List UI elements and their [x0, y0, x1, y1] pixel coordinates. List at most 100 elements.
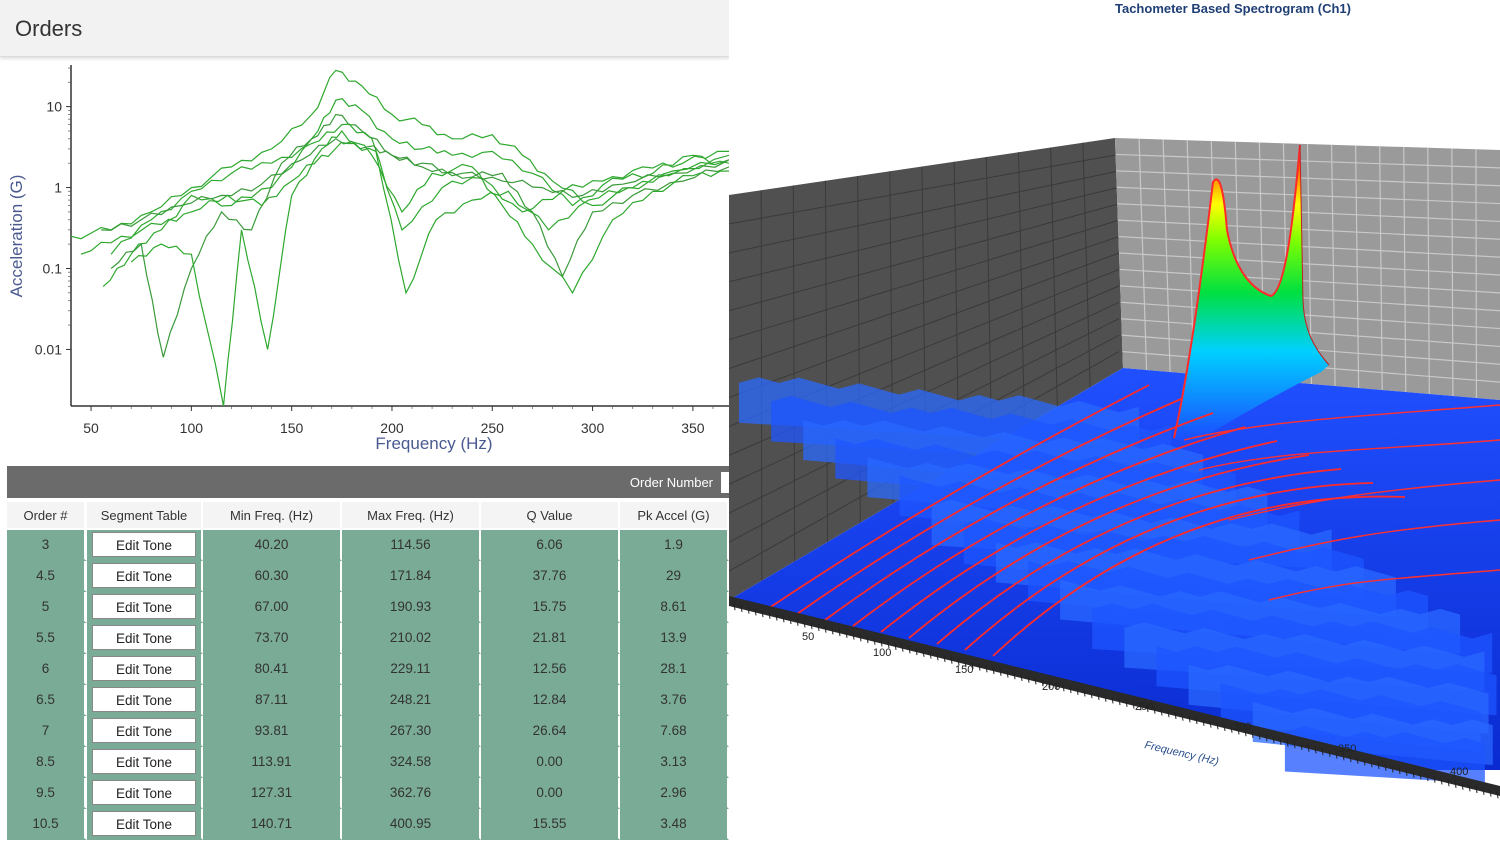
axis-tick [929, 651, 932, 659]
table-row[interactable]: 5 Edit Tone 67.00 190.93 15.75 8.61 [7, 592, 729, 623]
axis-tick [775, 613, 778, 621]
wall-grid-line [1120, 285, 1500, 312]
axis-tick [915, 648, 918, 656]
axis-tick [1496, 791, 1499, 799]
cell-order: 5.5 [7, 623, 87, 654]
cell-pk-accel: 3.13 [620, 747, 729, 778]
cell-min-freq: 73.70 [203, 623, 342, 654]
axis-tick [1300, 742, 1303, 751]
axis-tick [1202, 718, 1205, 726]
col-max-freq-header[interactable]: Max Freq. (Hz) [342, 502, 481, 530]
axis-tick [1244, 729, 1247, 737]
wall-grid-line [1118, 252, 1500, 276]
wall-grid-line [729, 153, 1120, 225]
order-series-line [80, 141, 729, 295]
cell-segment-table: Edit Tone [87, 747, 203, 778]
axis-tick [1146, 704, 1149, 713]
axis-tick [1237, 727, 1240, 735]
edit-tone-button[interactable]: Edit Tone [92, 532, 196, 557]
axis-tick [908, 646, 911, 654]
axis-tick [810, 622, 813, 630]
cell-pk-accel: 28.1 [620, 654, 729, 685]
cell-order: 4.5 [7, 561, 87, 592]
col-pk-accel-header[interactable]: Pk Accel (G) [620, 502, 729, 530]
axis-tick [887, 641, 890, 649]
axis-tick [1090, 691, 1093, 699]
axis-tick [782, 615, 785, 623]
orders-table: Order # Segment Table Min Freq. (Hz) Max… [7, 502, 729, 840]
axis-tick [1034, 677, 1037, 685]
axis-tick [1482, 787, 1485, 795]
table-row[interactable]: 8.5 Edit Tone 113.91 324.58 0.00 3.13 [7, 747, 729, 778]
table-row[interactable]: 7 Edit Tone 93.81 267.30 26.64 7.68 [7, 716, 729, 747]
axis-tick [901, 644, 904, 652]
axis-tick [866, 635, 869, 644]
spectrogram-peak [1174, 145, 1329, 440]
edit-tone-button[interactable]: Edit Tone [92, 625, 196, 650]
axis-tick [1426, 773, 1429, 782]
table-row[interactable]: 10.5 Edit Tone 140.71 400.95 15.55 3.48 [7, 809, 729, 840]
col-order-header[interactable]: Order # [7, 502, 87, 530]
wall-grid-line [729, 170, 1120, 254]
axis-tick [789, 616, 792, 625]
axis-tick [761, 610, 764, 618]
col-q-value-header[interactable]: Q Value [481, 502, 620, 530]
order-series-line [102, 98, 729, 287]
cell-pk-accel: 1.9 [620, 530, 729, 561]
cell-max-freq: 114.56 [342, 530, 481, 561]
axis-tick [754, 608, 757, 616]
order-number-input[interactable] [721, 472, 729, 493]
axis-tick [1118, 698, 1121, 706]
cell-segment-table: Edit Tone [87, 561, 203, 592]
order-lines [768, 384, 1500, 657]
axis-tick [796, 618, 799, 626]
table-row[interactable]: 9.5 Edit Tone 127.31 362.76 0.00 2.96 [7, 778, 729, 809]
table-row[interactable]: 3 Edit Tone 40.20 114.56 6.06 1.9 [7, 530, 729, 561]
edit-tone-button[interactable]: Edit Tone [92, 656, 196, 681]
axis-tick [1349, 754, 1352, 763]
wall-grid-line [1118, 235, 1500, 258]
order-line [824, 412, 1214, 621]
cell-max-freq: 171.84 [342, 561, 481, 592]
edit-tone-button[interactable]: Edit Tone [92, 687, 196, 712]
axis-tick [747, 606, 750, 614]
order-line [768, 384, 1150, 609]
axis-tick [1370, 760, 1373, 768]
axis-tick [1433, 775, 1436, 783]
axis-tick [1405, 768, 1408, 776]
x-tick-label: 200 [380, 420, 404, 436]
axis-tick [1048, 680, 1051, 688]
edit-tone-button[interactable]: Edit Tone [92, 749, 196, 774]
order-line [1228, 479, 1500, 521]
cell-max-freq: 400.95 [342, 809, 481, 840]
table-row[interactable]: 6 Edit Tone 80.41 229.11 12.56 28.1 [7, 654, 729, 685]
cell-pk-accel: 2.96 [620, 778, 729, 809]
edit-tone-button[interactable]: Edit Tone [92, 594, 196, 619]
order-series-line [70, 69, 729, 240]
cell-order: 8.5 [7, 747, 87, 778]
axis-tick [1111, 696, 1114, 704]
peak-order-line [1173, 144, 1301, 439]
table-row[interactable]: 4.5 Edit Tone 60.30 171.84 37.76 29 [7, 561, 729, 592]
y-axis-title: Acceleration (G) [7, 175, 26, 298]
table-row[interactable]: 6.5 Edit Tone 87.11 248.21 12.84 3.76 [7, 685, 729, 716]
cell-min-freq: 127.31 [203, 778, 342, 809]
table-row[interactable]: 5.5 Edit Tone 73.70 210.02 21.81 13.9 [7, 623, 729, 654]
col-min-freq-header[interactable]: Min Freq. (Hz) [203, 502, 342, 530]
axis-tick [1419, 772, 1422, 780]
axis-tick [859, 634, 862, 642]
col-segment-table-header[interactable]: Segment Table [87, 502, 203, 530]
order-line [1198, 439, 1500, 471]
cell-segment-table: Edit Tone [87, 623, 203, 654]
cell-order: 3 [7, 530, 87, 561]
edit-tone-button[interactable]: Edit Tone [92, 811, 196, 836]
axis-tick [1307, 744, 1310, 752]
edit-tone-button[interactable]: Edit Tone [92, 780, 196, 805]
edit-tone-button[interactable]: Edit Tone [92, 563, 196, 588]
edit-tone-button[interactable]: Edit Tone [92, 718, 196, 743]
order-number-label: Order Number [629, 475, 713, 490]
wall-grid-line [1120, 301, 1500, 330]
axis-tick-label: 100 [873, 647, 891, 659]
axis-tick [1440, 777, 1443, 785]
cell-order: 10.5 [7, 809, 87, 840]
